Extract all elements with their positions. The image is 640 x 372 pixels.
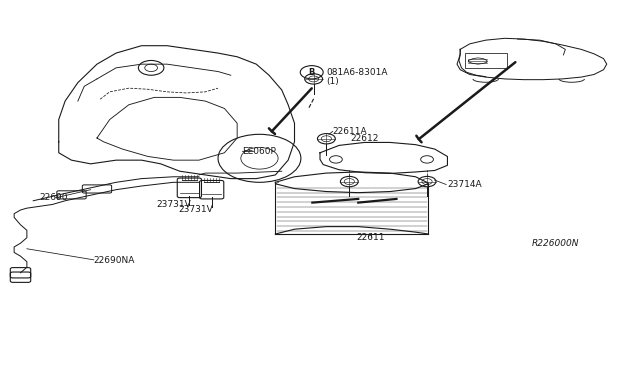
Text: EE060P: EE060P <box>243 147 276 156</box>
Bar <box>465 53 507 68</box>
Text: 22690NA: 22690NA <box>94 256 135 265</box>
Circle shape <box>305 74 323 84</box>
Circle shape <box>317 134 335 144</box>
Text: 22611A: 22611A <box>333 127 367 136</box>
Text: 23731V: 23731V <box>179 205 213 214</box>
Text: 22612: 22612 <box>351 134 379 143</box>
Text: 23731V: 23731V <box>156 200 191 209</box>
Circle shape <box>418 176 436 187</box>
Text: 22690: 22690 <box>40 193 68 202</box>
Text: 23714A: 23714A <box>447 180 482 189</box>
Circle shape <box>340 176 358 187</box>
Text: 081A6-8301A: 081A6-8301A <box>326 68 388 77</box>
Text: R226000N: R226000N <box>532 239 580 248</box>
Text: (1): (1) <box>326 77 339 86</box>
Text: B: B <box>308 68 315 77</box>
Text: 22611: 22611 <box>356 233 385 242</box>
